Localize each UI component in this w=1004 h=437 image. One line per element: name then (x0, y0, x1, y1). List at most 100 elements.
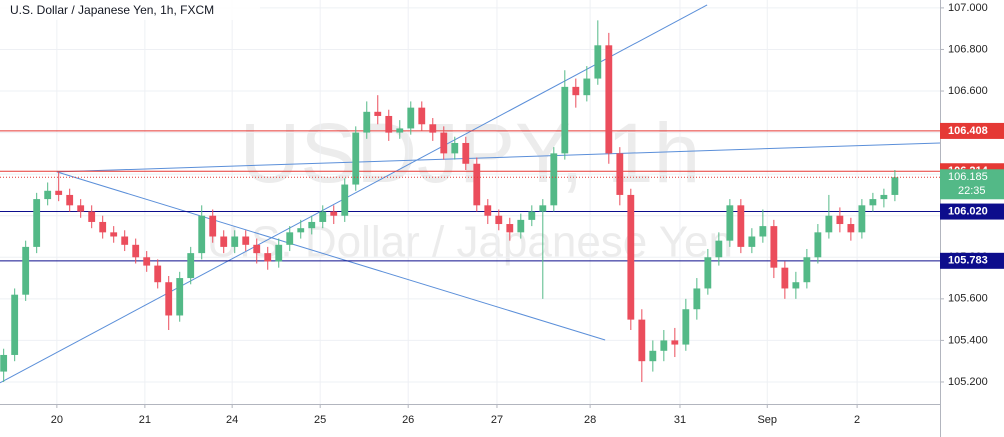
candle-body (352, 132, 360, 185)
candle-body (22, 246, 30, 295)
candle-body (143, 257, 151, 266)
candle-body (781, 267, 789, 289)
x-tick-label: 21 (139, 414, 151, 426)
candle-body (253, 244, 261, 254)
candle-body (803, 257, 811, 283)
candle-body (209, 215, 217, 237)
candle-body (737, 205, 745, 247)
y-tick-label: 105.600 (948, 293, 988, 305)
candle-body (319, 211, 327, 222)
candle-body (165, 282, 173, 316)
candle-body (341, 184, 349, 216)
candle-body (44, 190, 52, 200)
trend-line (56, 171, 606, 341)
candle-body (451, 142, 459, 154)
x-tick-label: 25 (314, 414, 326, 426)
chart-title: U.S. Dollar / Japanese Yen, 1h, FXCM (10, 3, 214, 17)
candle-body (704, 257, 712, 289)
candle-body (77, 205, 85, 212)
candle-body (396, 128, 404, 133)
candle-body (132, 244, 140, 258)
x-tick-label: 27 (491, 414, 503, 426)
candle-body (671, 340, 679, 345)
candle-body (55, 190, 63, 195)
candle-body (627, 194, 635, 320)
candle-body (242, 236, 250, 245)
candle-body (814, 232, 822, 258)
candle-body (473, 163, 481, 206)
candle-body (583, 78, 591, 96)
candle-body (220, 236, 228, 247)
x-tick-label: 31 (674, 414, 686, 426)
candle-body (231, 236, 239, 247)
candle-body (33, 199, 41, 247)
level-label-box (940, 122, 1004, 139)
candle-body (561, 86, 569, 154)
y-tick-label: 106.600 (948, 85, 988, 97)
trend-line (0, 4, 708, 384)
candle-body (429, 124, 437, 133)
candle-body (792, 282, 800, 289)
title-backdrop (0, 0, 260, 20)
candle-body (110, 232, 118, 237)
candle-body (385, 115, 393, 133)
candle-body (99, 221, 107, 233)
y-tick-label: 107.000 (948, 2, 988, 14)
candle-body (495, 215, 503, 225)
level-label: 105.783 (948, 255, 988, 267)
candle-body (286, 232, 294, 245)
candle-body (660, 340, 668, 351)
candle-body (363, 111, 371, 133)
candle-body (462, 142, 470, 164)
candle-body (847, 224, 855, 233)
y-tick-label: 105.200 (948, 376, 988, 388)
candle-body (154, 265, 162, 283)
candle-body (836, 215, 844, 225)
candle-body (264, 253, 272, 262)
candle-body (66, 194, 74, 206)
candle-body (649, 350, 657, 362)
candle-body (726, 205, 734, 241)
x-tick-label: Sep (757, 414, 777, 426)
candle-body (484, 205, 492, 216)
candle-body (506, 224, 514, 233)
candle-body (715, 240, 723, 258)
candle-body (11, 294, 19, 355)
candle-body (176, 278, 184, 316)
current-price-box (940, 169, 1004, 200)
candle-body (187, 253, 195, 279)
level-label: 106.408 (948, 125, 988, 137)
trend-line (56, 142, 941, 173)
candle-body (407, 107, 415, 129)
candle-body (275, 244, 283, 262)
level-label-box (940, 252, 1004, 269)
level-label: 106.020 (948, 205, 988, 217)
y-tick-label: 105.400 (948, 334, 988, 346)
candle-body (638, 319, 646, 362)
candle-body (308, 221, 316, 229)
candle-body (572, 86, 580, 96)
candle-body (550, 153, 558, 206)
candle-body (528, 211, 536, 220)
x-tick-label: 20 (51, 414, 63, 426)
candle-body (121, 236, 129, 245)
current-price-label: 106.185 (948, 171, 988, 183)
candle-body (748, 236, 756, 247)
candle-body (616, 153, 624, 195)
candle-body (440, 132, 448, 154)
candle-body (539, 205, 547, 212)
candle-body (330, 211, 338, 216)
candle-body (297, 228, 305, 233)
plot (0, 0, 941, 404)
candle-body (418, 107, 426, 125)
candle-body (858, 205, 866, 233)
candle-body (605, 45, 613, 154)
level-label-box (940, 203, 1004, 220)
x-tick-label: 28 (584, 414, 596, 426)
candle-body (869, 199, 877, 206)
candle-body (880, 194, 888, 200)
x-tick-label: 26 (402, 414, 414, 426)
candle-body (88, 211, 96, 222)
candle-body (891, 177, 899, 195)
